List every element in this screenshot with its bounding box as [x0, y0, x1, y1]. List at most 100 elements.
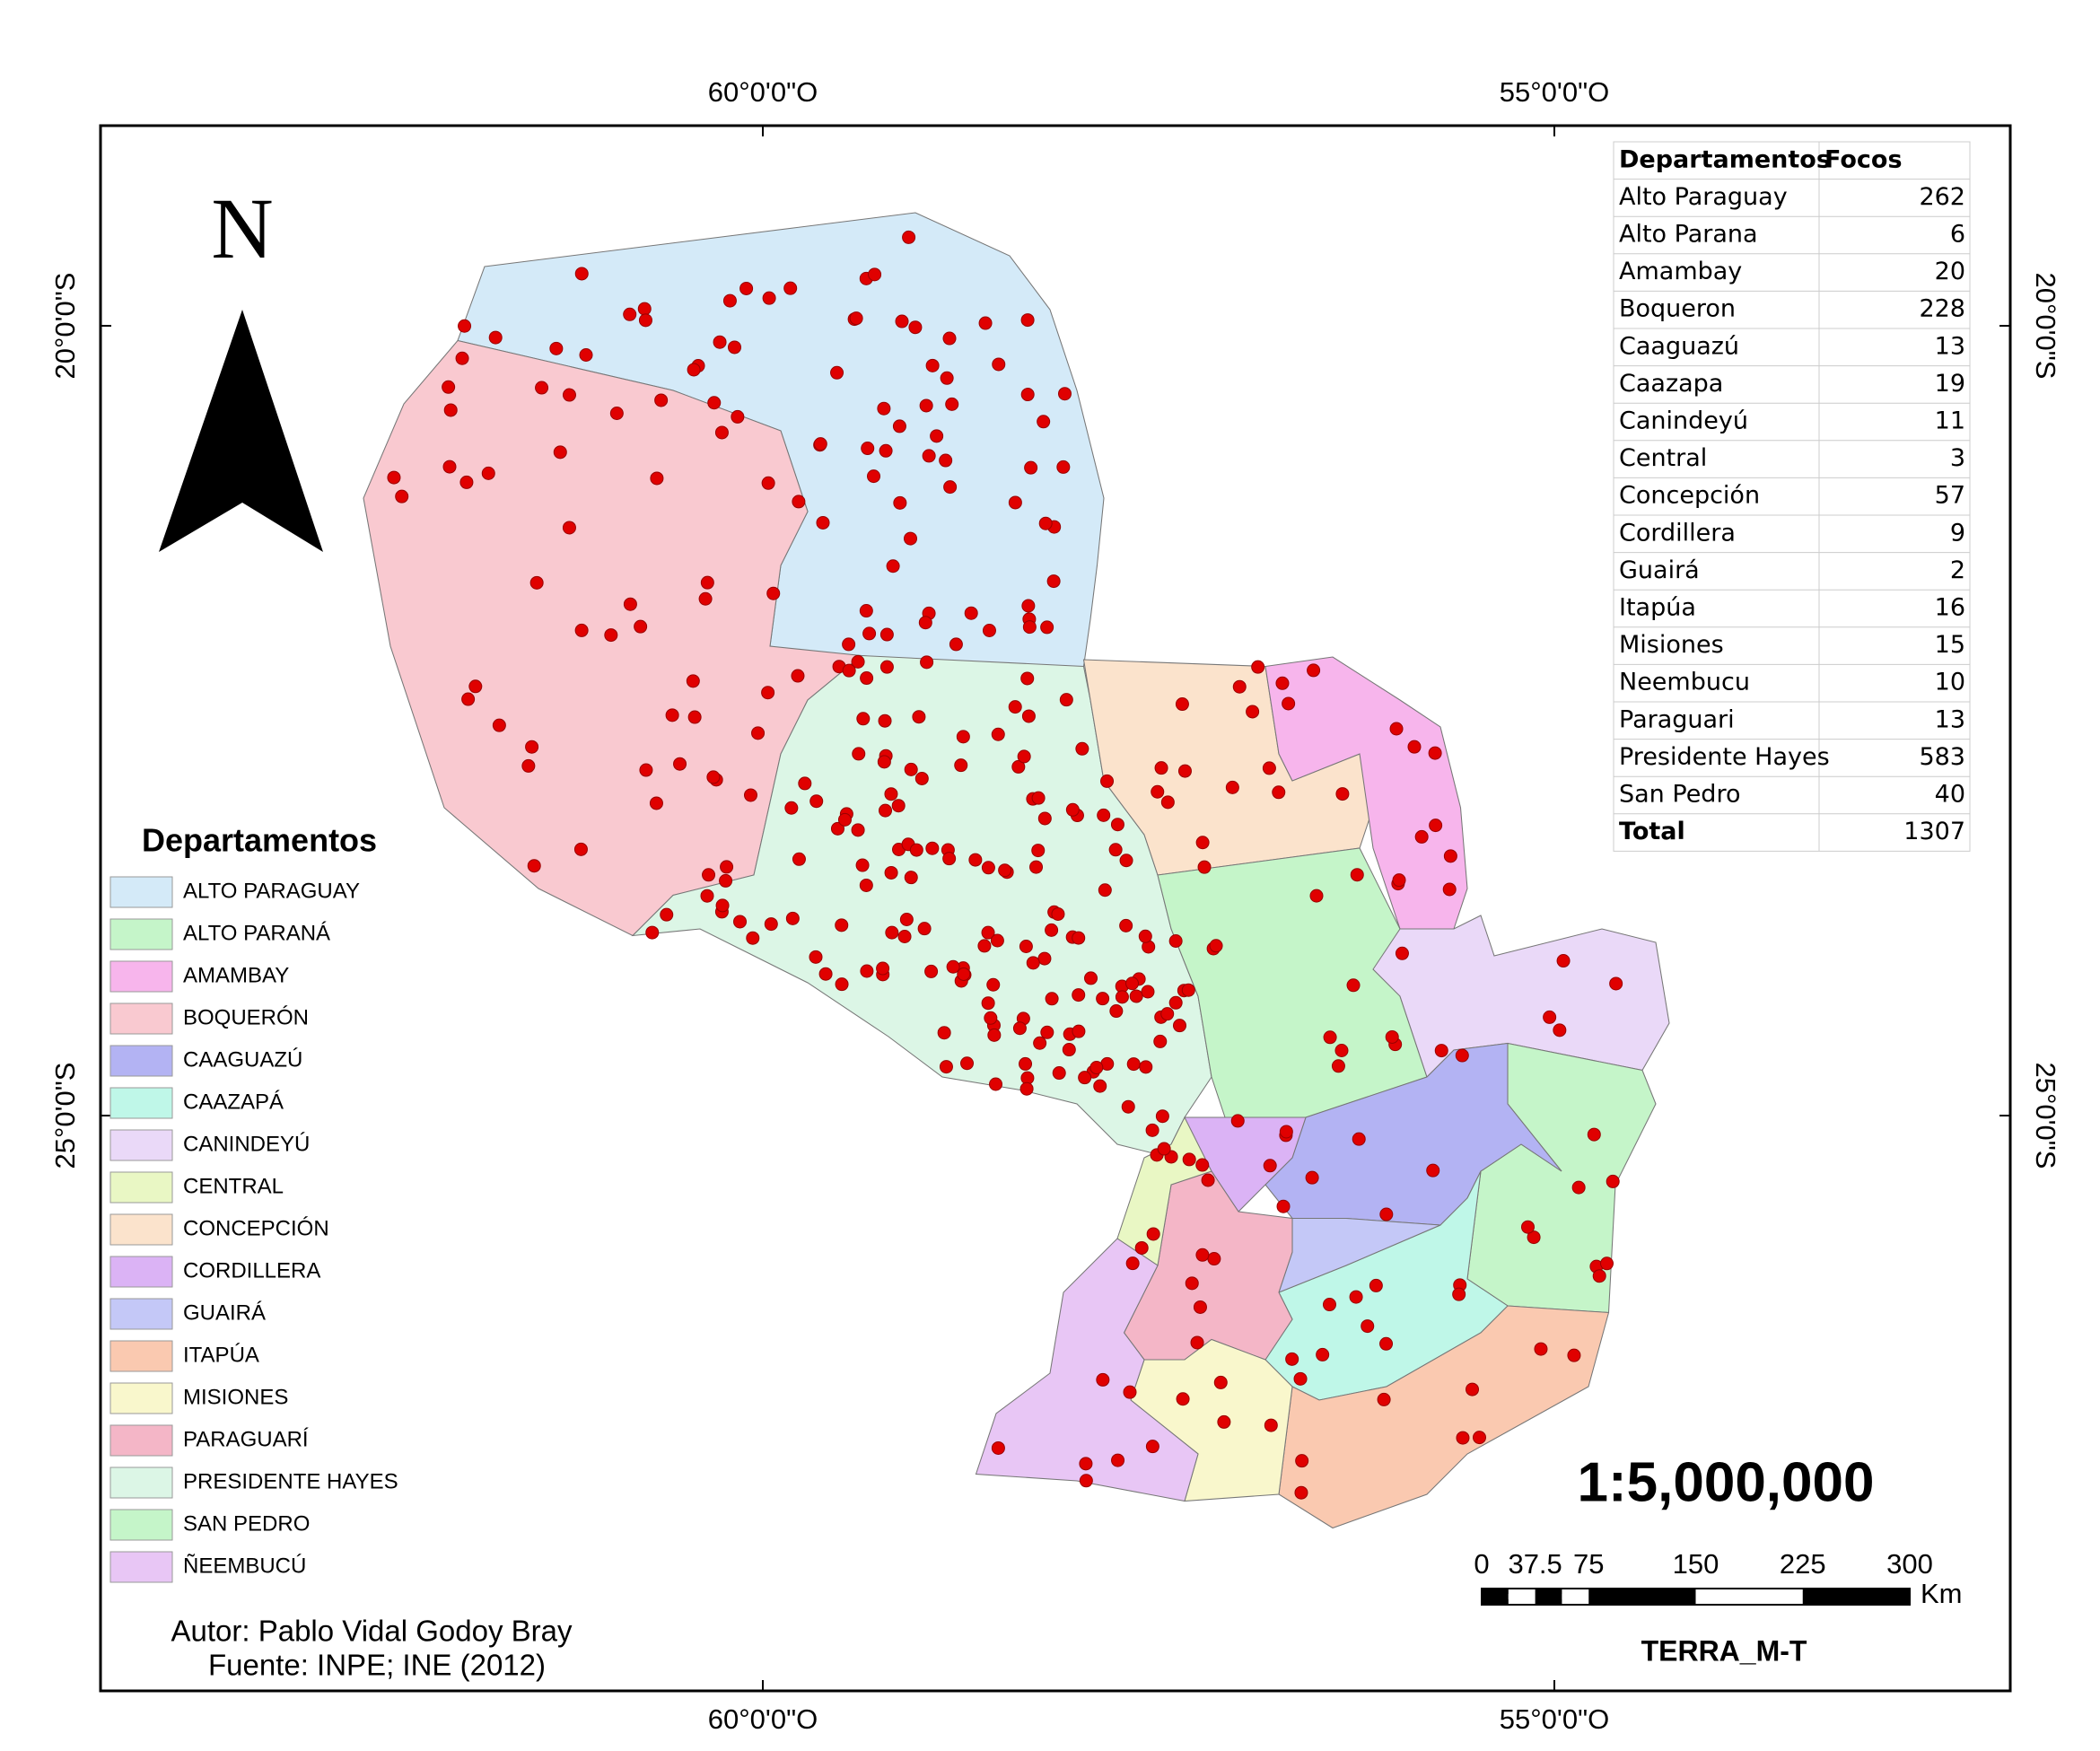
fire-point — [977, 939, 992, 953]
fire-point — [1275, 676, 1290, 690]
table-cell: 228 — [1919, 295, 1965, 323]
north-arrow — [159, 310, 323, 552]
fire-point — [1262, 761, 1276, 775]
fire-point — [1263, 1159, 1277, 1173]
fire-point — [442, 380, 456, 394]
fire-point — [956, 730, 970, 744]
fire-point — [1175, 697, 1189, 712]
fire-point — [1181, 983, 1195, 997]
fire-point — [968, 853, 983, 867]
grid-label-top: 60°0'0"O — [708, 76, 818, 108]
fire-point — [1072, 931, 1086, 945]
fire-point — [1434, 1044, 1448, 1058]
fire-point — [1407, 740, 1422, 754]
fire-point — [978, 316, 993, 330]
fire-point — [1078, 1071, 1092, 1085]
fire-point — [1115, 990, 1129, 1004]
fire-point — [751, 726, 766, 740]
fire-point — [1108, 843, 1123, 857]
scale-bar-segment — [1588, 1589, 1696, 1605]
fire-point — [902, 230, 916, 244]
fire-point — [1153, 1034, 1168, 1048]
legend-swatch — [109, 960, 173, 993]
fire-point — [731, 409, 745, 424]
table-cell: 20 — [1935, 258, 1965, 285]
fire-point — [925, 358, 940, 372]
fire-point — [792, 495, 806, 509]
table-cell: Paraguari — [1619, 705, 1735, 733]
fire-point — [727, 340, 741, 355]
fire-point — [897, 929, 912, 943]
fire-point — [1195, 836, 1210, 850]
fire-point — [868, 267, 882, 282]
fire-point — [837, 812, 852, 827]
fire-point — [1145, 1440, 1159, 1454]
fire-point — [387, 470, 401, 485]
fire-point — [639, 763, 653, 777]
fire-point — [1065, 802, 1080, 817]
legend-label: BOQUERÓN — [183, 1005, 309, 1029]
credit-source: Fuente: INPE; INE (2012) — [208, 1649, 546, 1682]
scale-bar-label: 300 — [1886, 1548, 1933, 1580]
fire-point — [1213, 1375, 1228, 1389]
legend-swatch — [109, 1340, 173, 1372]
table-cell: Amambay — [1619, 258, 1742, 285]
fire-point — [1079, 1457, 1093, 1471]
fire-point — [702, 868, 716, 882]
fire-point — [1062, 1043, 1076, 1057]
fire-point — [1125, 976, 1140, 991]
table-cell: 13 — [1935, 332, 1965, 360]
fire-point — [945, 397, 959, 411]
fire-point — [562, 388, 576, 402]
fire-point — [743, 788, 757, 802]
fire-point — [395, 489, 409, 503]
legend-label: PARAGUARÍ — [183, 1427, 309, 1451]
fire-point — [649, 796, 663, 810]
fire-point — [1139, 1060, 1153, 1074]
scale-bar-segment — [1482, 1589, 1509, 1605]
fire-point — [1295, 1454, 1309, 1468]
fire-point — [1098, 883, 1112, 897]
fire-point — [761, 476, 775, 490]
fire-point — [1197, 860, 1212, 874]
fire-point — [1037, 415, 1051, 429]
legend-label: CORDILLERA — [183, 1258, 320, 1283]
fire-point — [1352, 1132, 1366, 1146]
legend-swatch — [109, 1087, 173, 1119]
fire-point — [917, 922, 932, 936]
fire-point — [904, 531, 918, 546]
table-cell: Neembucu — [1619, 669, 1750, 696]
fire-point — [1389, 722, 1404, 736]
fire-point — [1019, 940, 1033, 954]
fire-point — [623, 307, 637, 321]
scale-bar-segment — [1695, 1594, 1803, 1599]
fire-point — [851, 823, 865, 837]
fire-point — [1246, 705, 1260, 719]
table-cell: Presidente Hayes — [1619, 743, 1830, 771]
fire-point — [443, 403, 458, 417]
fire-point — [1429, 819, 1443, 833]
fire-point — [713, 335, 727, 349]
credit-author: Autor: Pablo Vidal Godoy Bray — [171, 1615, 573, 1648]
fire-point — [1020, 388, 1035, 402]
fire-point — [1442, 882, 1457, 897]
fire-point — [442, 460, 457, 474]
legend-label: AMAMBAY — [183, 963, 289, 987]
fire-point — [1377, 1392, 1391, 1406]
fire-point — [1209, 939, 1223, 953]
fire-point — [1141, 985, 1155, 999]
table-header: Focos — [1824, 145, 1903, 173]
table-cell: Alto Paraguay — [1619, 183, 1788, 211]
legend-label: CANINDEYÚ — [183, 1132, 310, 1156]
fire-point — [798, 776, 812, 791]
fire-point — [924, 964, 939, 978]
fire-point — [943, 480, 958, 495]
legend-label: CONCEPCIÓN — [183, 1216, 329, 1240]
fire-point — [1021, 599, 1036, 613]
fire-point — [1379, 1336, 1394, 1351]
legend-label: CENTRAL — [183, 1174, 284, 1198]
fire-point — [1592, 1269, 1606, 1283]
fire-point — [1021, 709, 1036, 723]
fire-point — [1056, 460, 1071, 474]
fire-point — [1456, 1431, 1470, 1445]
